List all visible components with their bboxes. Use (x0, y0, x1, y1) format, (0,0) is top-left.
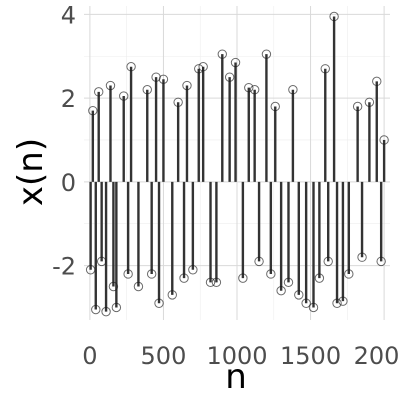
y-axis-title: x(n) (11, 138, 51, 206)
x-tick-label: 2000 (354, 342, 400, 370)
data-point (352, 101, 363, 112)
x-tick-label: 1000 (206, 342, 267, 370)
x-tick-labels: 0 500 1000 1500 2000 (82, 342, 400, 370)
data-point (146, 269, 157, 279)
data-point (142, 85, 152, 95)
data-point (198, 62, 208, 72)
data-point (205, 277, 216, 288)
data-point (332, 298, 342, 308)
data-point (105, 80, 116, 91)
data-point (376, 256, 386, 267)
y-tick-labels: -2 0 2 4 (52, 1, 76, 280)
data-point (338, 296, 348, 306)
data-point (158, 74, 169, 84)
data-point (364, 97, 375, 107)
data-point (320, 64, 330, 74)
data-point (283, 277, 294, 288)
data-point (101, 306, 111, 317)
data-points (85, 11, 389, 317)
data-point (323, 256, 333, 267)
data-point (108, 281, 119, 292)
x-tick-label: 500 (141, 342, 187, 370)
data-point (123, 269, 133, 279)
data-point (194, 64, 204, 74)
data-point (88, 105, 98, 116)
data-point (188, 265, 198, 275)
data-point (119, 91, 129, 101)
data-point (254, 256, 264, 267)
data-point (344, 269, 354, 279)
data-point (133, 281, 144, 292)
grid-lines (84, 6, 390, 320)
data-point (126, 62, 136, 72)
data-point (151, 72, 161, 82)
x-tick-label: 0 (82, 342, 97, 370)
data-point (301, 298, 311, 308)
x-tick-label: 1500 (280, 342, 341, 370)
y-tick-label: -2 (52, 253, 76, 281)
y-tick-label: 0 (61, 169, 76, 197)
data-point (167, 290, 177, 300)
data-point (85, 265, 96, 275)
data-point (238, 273, 248, 283)
x-axis-title: n (225, 357, 247, 397)
data-point (314, 273, 325, 283)
data-point (154, 298, 164, 308)
y-tick-label: 4 (61, 1, 76, 29)
data-point (111, 302, 122, 313)
data-point (244, 82, 254, 93)
data-point (173, 97, 183, 107)
data-point (294, 290, 304, 300)
data-point (276, 285, 286, 296)
data-point (288, 85, 298, 95)
data-point (91, 304, 101, 315)
data-point (329, 11, 339, 22)
data-point (308, 302, 319, 313)
y-tick-label: 2 (61, 85, 76, 113)
data-point (230, 57, 241, 68)
stem-lines (89, 16, 386, 312)
data-point (372, 76, 382, 87)
data-point (379, 135, 389, 145)
data-point (266, 269, 276, 279)
data-point (357, 252, 367, 262)
data-point (96, 256, 107, 267)
data-point (211, 277, 222, 288)
data-point (217, 49, 227, 59)
data-point (179, 273, 189, 283)
data-point (249, 85, 260, 95)
data-point (261, 49, 272, 59)
data-point (270, 101, 280, 112)
data-point (94, 87, 104, 97)
data-point (182, 80, 192, 91)
data-point (224, 72, 235, 82)
